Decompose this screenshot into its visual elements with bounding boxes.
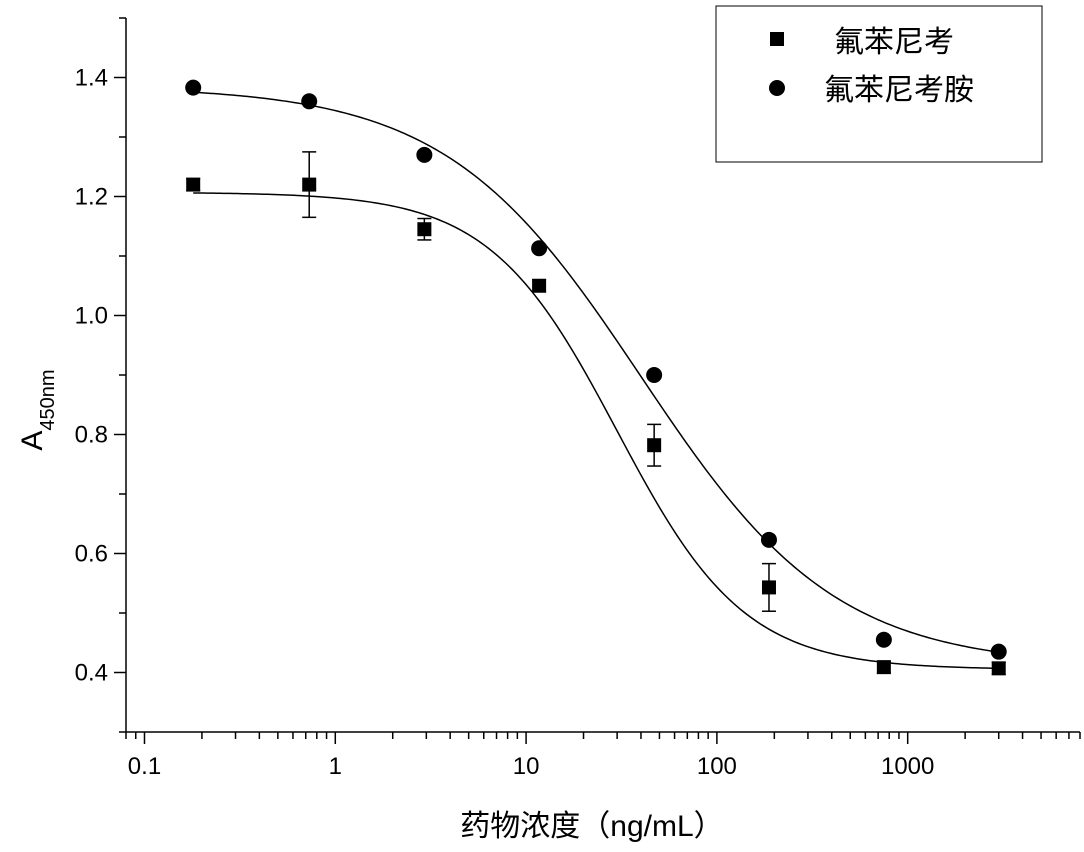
x-tick-label: 0.1 xyxy=(128,753,161,780)
data-point-series-1 xyxy=(761,580,776,595)
y-tick-label: 0.6 xyxy=(75,541,108,568)
data-point-series-2 xyxy=(646,367,663,383)
data-point-series-1 xyxy=(302,177,317,192)
data-point-series-1 xyxy=(876,660,891,675)
x-tick-label: 1 xyxy=(329,753,342,780)
y-tick-label: 0.4 xyxy=(75,660,108,687)
y-axis-title-main: A xyxy=(16,431,49,451)
data-points xyxy=(185,79,1007,676)
legend-marker-square xyxy=(770,32,784,46)
x-tick-label: 10 xyxy=(513,753,540,780)
legend-label-series-1: 氟苯尼考 xyxy=(834,25,954,60)
y-tick-label: 1.4 xyxy=(75,65,108,92)
data-point-series-2 xyxy=(185,79,202,96)
legend-marker-circle xyxy=(769,80,785,96)
y-tick-label: 1.2 xyxy=(75,184,108,211)
x-tick-label: 100 xyxy=(697,753,737,780)
error-bars xyxy=(186,83,1006,676)
x-axis-title: 药物浓度（ng/mL） xyxy=(460,810,723,843)
data-point-series-1 xyxy=(186,177,201,192)
x-axis-ticks: 0.1 1 10 100 1000 xyxy=(125,732,1081,780)
y-axis-title-sub: 450nm xyxy=(37,369,59,430)
fit-curve-series-1 xyxy=(193,192,999,670)
x-tick-label: 1000 xyxy=(881,753,934,780)
data-point-series-1 xyxy=(417,222,432,237)
legend: 氟苯尼考 氟苯尼考胺 xyxy=(715,5,1043,163)
data-point-series-2 xyxy=(416,146,433,163)
data-point-series-2 xyxy=(531,240,548,257)
data-point-series-1 xyxy=(991,661,1006,676)
data-point-series-2 xyxy=(301,93,318,110)
data-point-series-2 xyxy=(875,631,892,648)
data-point-series-2 xyxy=(990,643,1007,660)
legend-label-series-2: 氟苯尼考胺 xyxy=(824,73,974,108)
y-axis-title: A450nm xyxy=(16,369,59,450)
y-tick-label: 0.8 xyxy=(75,422,108,449)
y-tick-label: 1.0 xyxy=(75,303,108,330)
y-axis-ticks: 0.4 0.6 0.8 1.0 1.2 1.4 xyxy=(75,17,126,733)
fit-curve-series-2 xyxy=(193,91,999,653)
data-point-series-1 xyxy=(647,438,662,453)
fit-curves xyxy=(193,91,999,670)
data-point-series-2 xyxy=(760,531,777,548)
svg-text:A450nm: A450nm xyxy=(16,369,59,450)
data-point-series-1 xyxy=(532,278,547,293)
